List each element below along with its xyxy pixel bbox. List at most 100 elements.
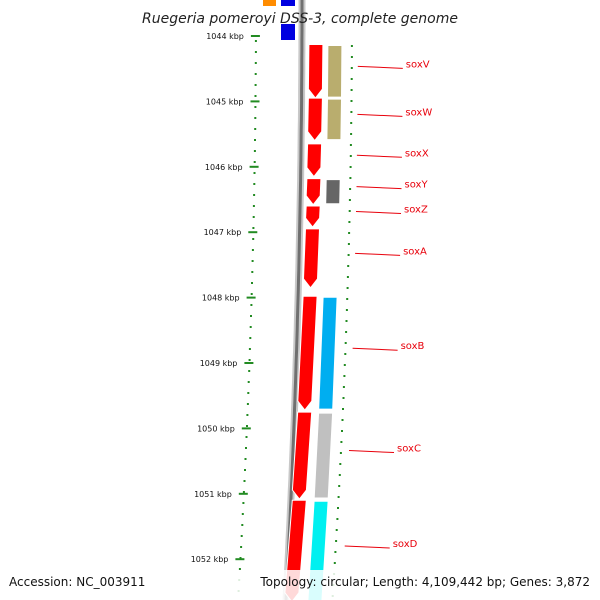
scale-dot: [339, 463, 342, 465]
scale-dot: [339, 452, 342, 454]
kbp-tick-label: 1047 kbp: [204, 228, 242, 237]
gene-arrows: [284, 44, 324, 600]
scale-dot: [350, 78, 353, 80]
gene-arrow-soxX: [306, 143, 323, 178]
gene-arrow-soxC: [291, 411, 313, 500]
scale-dot: [350, 56, 353, 58]
cog-block-soxY: [325, 179, 341, 205]
scale-dot: [240, 535, 243, 537]
scale-dot: [349, 177, 352, 179]
scale-dot: [254, 40, 257, 42]
gene-label-soxX: soxX: [405, 148, 429, 159]
scale-dot: [253, 172, 256, 174]
upstream-feature: [281, 24, 295, 40]
scale-dot: [244, 469, 246, 471]
kbp-tick-label: 1050 kbp: [197, 424, 235, 433]
scale-dot: [254, 84, 257, 86]
scale-dot: [344, 353, 347, 355]
scale-dot: [349, 144, 352, 146]
kbp-tick-label: 1048 kbp: [202, 294, 240, 303]
scale-dot: [349, 188, 352, 190]
scale-dot: [344, 342, 347, 344]
gene-leader-line: [344, 545, 390, 549]
scale-dot: [342, 397, 345, 399]
gene-arrow-soxY: [305, 178, 322, 206]
cog-block-soxV: [326, 45, 343, 98]
cog-block-soxC: [313, 412, 334, 499]
scale-dot: [253, 194, 256, 196]
scale-dot: [251, 271, 254, 273]
scale-dot: [245, 447, 247, 449]
scale-dot: [348, 232, 351, 234]
scale-dot: [246, 403, 249, 405]
gene-labels: soxV soxW soxX soxY soxZ soxA soxB soxC soxD: [344, 59, 432, 550]
scale-dot: [350, 133, 353, 135]
scale-dot: [245, 436, 248, 438]
scale-dot: [238, 568, 241, 570]
scale-dot: [347, 254, 350, 256]
scale-dot: [254, 62, 257, 64]
scale-dot: [249, 337, 252, 339]
upstream-feature: [281, 0, 295, 6]
scale-dot: [248, 359, 251, 361]
gene-leader-line: [352, 347, 398, 351]
scale-dot: [346, 276, 349, 278]
gene-label-soxV: soxV: [406, 59, 430, 70]
scale-dot: [250, 304, 253, 306]
scale-dot: [341, 430, 343, 432]
scale-dot: [253, 161, 256, 163]
scale-dot: [250, 315, 252, 317]
scale-dot: [349, 166, 352, 168]
gene-label-soxW: soxW: [405, 107, 432, 118]
scale-dot: [342, 386, 345, 388]
scale-dot: [254, 139, 256, 141]
gene-leader-line: [356, 154, 402, 158]
scale-dot: [240, 546, 243, 548]
kbp-tick-label: 1051 kbp: [194, 490, 232, 499]
scale-dot: [336, 518, 339, 520]
scale-dot: [345, 331, 348, 333]
kbp-tick-label: 1052 kbp: [191, 555, 229, 564]
scale-dot: [349, 155, 352, 157]
scale-dot: [252, 227, 255, 229]
scale-dot: [252, 205, 255, 207]
scale-dot: [248, 348, 251, 350]
scale-dot: [242, 502, 245, 504]
gene-leader-line: [356, 186, 402, 190]
scale-dot: [254, 73, 257, 75]
kbp-tick-label: 1046 kbp: [205, 163, 243, 172]
scale-dot: [350, 100, 353, 102]
scale-dot: [340, 441, 343, 443]
scale-dot: [254, 106, 257, 108]
scale-dot: [243, 480, 246, 482]
scale-dot: [348, 221, 351, 223]
gene-arrow-soxA: [302, 228, 321, 289]
kbp-axis: 1044 kbp 1045 kbp 1046 kbp 1047 kbp 1048 kbp…: [191, 32, 260, 564]
scale-dot: [337, 507, 339, 509]
scale-dot: [338, 485, 341, 487]
scale-dot: [251, 249, 254, 251]
gene-arrow-soxZ: [305, 205, 321, 228]
scale-dot: [347, 243, 350, 245]
genome-backbone: [282, 0, 306, 600]
footer-background: [0, 570, 600, 600]
gene-leader-line: [355, 252, 401, 256]
gene-leader-line: [348, 450, 395, 454]
gene-arrow-soxB: [297, 295, 318, 411]
scale-dot: [342, 408, 344, 410]
scale-dot: [241, 524, 244, 526]
scale-dot: [335, 529, 338, 531]
scale-dot: [254, 51, 257, 53]
gene-arrow-soxV: [307, 44, 324, 99]
backbone-line: [284, 0, 304, 600]
scale-dot: [254, 128, 257, 130]
scale-dot: [348, 199, 351, 201]
scale-dot: [251, 260, 254, 262]
map-title: Ruegeria pomeroyi DSS-3, complete genome: [142, 11, 458, 27]
scale-dot: [239, 557, 242, 559]
scale-dot: [343, 375, 346, 377]
gene-label-soxA: soxA: [403, 246, 427, 257]
scale-dot: [350, 67, 353, 69]
gene-leader-line: [357, 65, 403, 69]
